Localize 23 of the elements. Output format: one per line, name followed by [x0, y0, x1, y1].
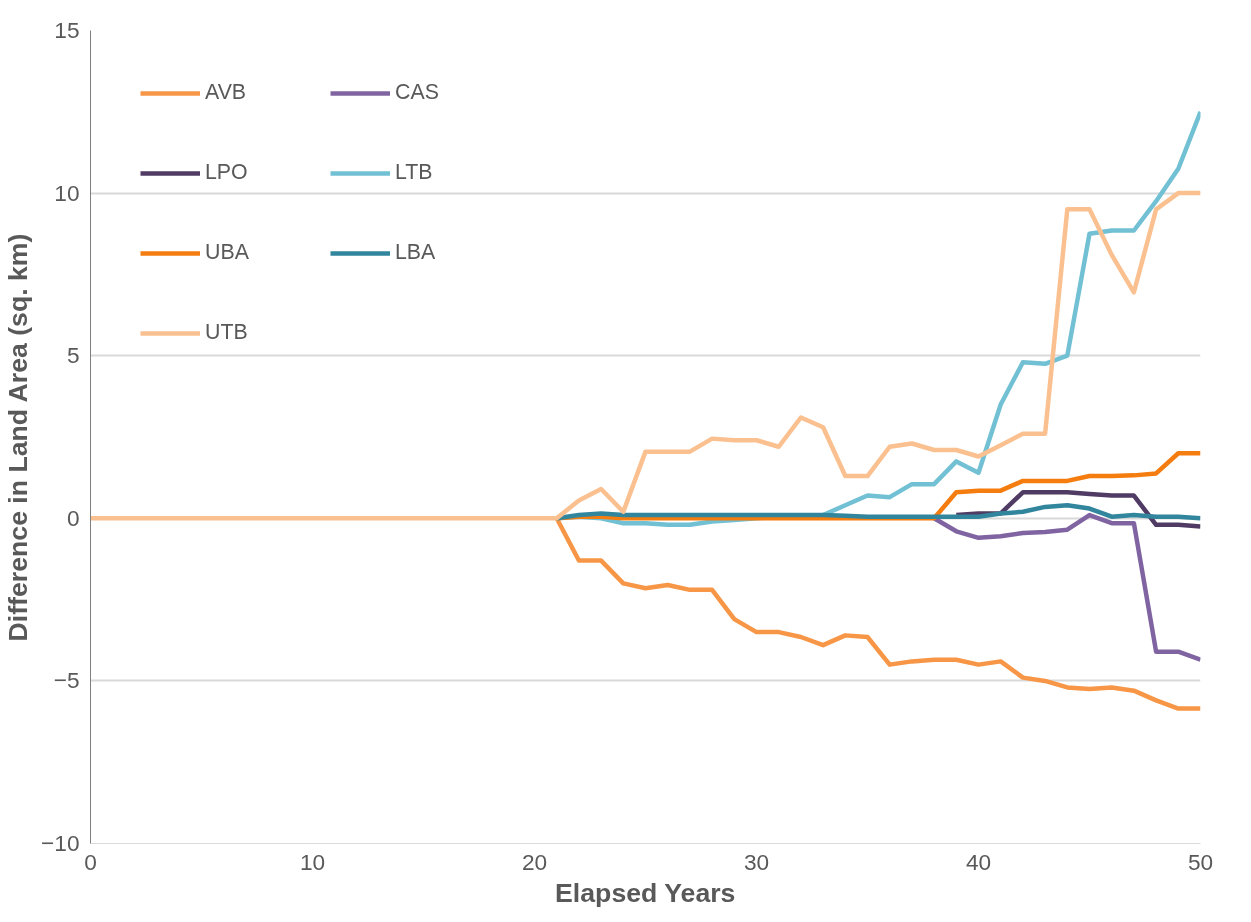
- x-axis-title: Elapsed Years: [555, 877, 736, 908]
- x-tick-label: 30: [743, 848, 770, 875]
- legend-label: CAS: [395, 80, 440, 105]
- line-series: [90, 190, 1201, 521]
- legend-label: LTB: [395, 160, 434, 185]
- x-tick-label: 50: [1187, 848, 1214, 875]
- line-series: [931, 512, 1201, 663]
- x-tick-label: 0: [84, 848, 97, 875]
- x-tick-label: 40: [965, 848, 992, 875]
- y-tick-label: 10: [54, 179, 80, 206]
- y-tick-label: 15: [54, 17, 80, 43]
- legend-label: AVB: [205, 80, 248, 105]
- x-tick-label: 10: [299, 848, 326, 875]
- x-tick-label: 20: [521, 848, 548, 875]
- legend-label: UBA: [205, 240, 250, 265]
- y-tick-label: −5: [53, 667, 80, 694]
- y-axis-title: Difference in Land Area (sq. km): [3, 233, 34, 642]
- legend-label: UTB: [205, 320, 249, 345]
- legend-label: LBA: [395, 240, 437, 265]
- y-tick-label: −10: [41, 830, 80, 856]
- y-tick-label: 0: [66, 504, 80, 531]
- y-tick-label: 5: [66, 342, 80, 369]
- legend-label: LPO: [205, 160, 249, 185]
